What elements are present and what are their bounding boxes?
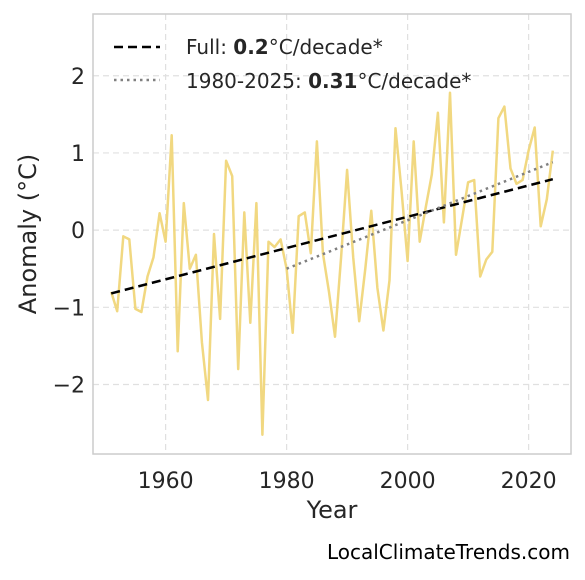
- legend-full-text: Full: 0.2°C/decade*: [186, 35, 383, 59]
- y-axis-ticks: 2 1 0 −1 −2: [53, 65, 85, 399]
- y-tick-label: 1: [71, 142, 85, 167]
- y-tick-label: 0: [71, 219, 85, 244]
- legend-recent-prefix: 1980-2025:: [186, 69, 308, 93]
- plot-frame: [92, 13, 572, 455]
- legend: Full: 0.2°C/decade* 1980-2025: 0.31°C/de…: [114, 35, 471, 93]
- y-tick-label: 2: [71, 65, 85, 90]
- legend-recent-value: 0.31: [308, 69, 357, 93]
- legend-full-suffix: °C/decade*: [269, 35, 383, 59]
- legend-full-prefix: Full:: [186, 35, 233, 59]
- x-axis-ticks: 1960 1980 2000 2020: [138, 469, 557, 494]
- y-tick-label: −2: [53, 374, 85, 399]
- x-tick-label: 2020: [501, 469, 557, 494]
- legend-recent-suffix: °C/decade*: [357, 69, 471, 93]
- anomaly-series-line: [110, 91, 555, 436]
- x-axis-label: Year: [306, 496, 358, 524]
- y-tick-label: −1: [53, 296, 85, 321]
- x-tick-label: 1980: [259, 469, 315, 494]
- plot-area-background: [93, 14, 571, 454]
- legend-full-value: 0.2: [233, 35, 268, 59]
- legend-recent-text: 1980-2025: 0.31°C/decade*: [186, 69, 471, 93]
- trend-line-full: [110, 177, 554, 295]
- x-tick-label: 1960: [138, 469, 194, 494]
- trend-line-1980-2025: [286, 161, 554, 270]
- y-axis-label: Anomaly (°C): [14, 154, 42, 314]
- x-tick-label: 2000: [380, 469, 436, 494]
- source-credit: LocalClimateTrends.com: [326, 540, 570, 564]
- chart-marks: [110, 91, 555, 436]
